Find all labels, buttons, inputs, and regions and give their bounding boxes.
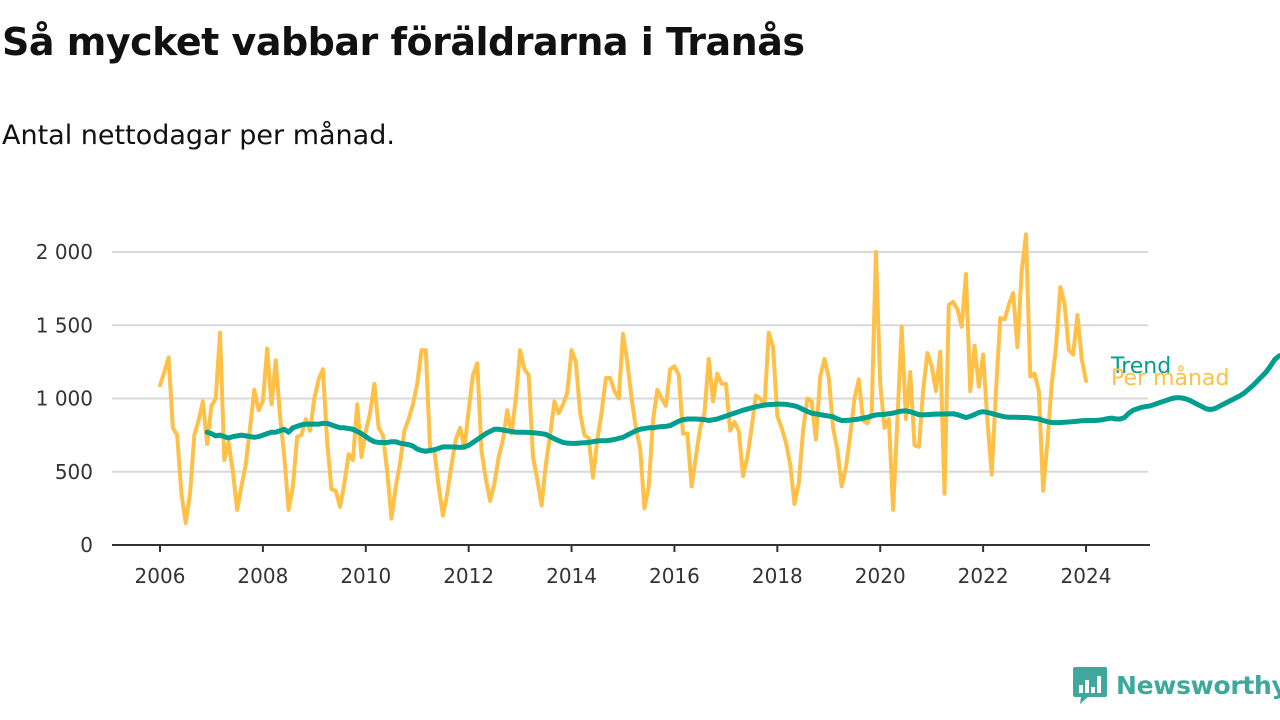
brand-logo[interactable]: Newsworthy: [1072, 665, 1280, 705]
x-tick-label: 2010: [340, 564, 391, 588]
x-tick-label: 2006: [135, 564, 186, 588]
x-tick-label: 2016: [649, 564, 700, 588]
y-tick-label: 2 000: [36, 240, 93, 264]
x-tick-label: 2008: [237, 564, 288, 588]
y-tick-label: 1 000: [36, 387, 93, 411]
x-tick-label: 2024: [1061, 564, 1112, 588]
trend-line: [204, 353, 1280, 454]
brand-name: Newsworthy: [1116, 670, 1280, 700]
series-layer: [158, 232, 1280, 526]
newsworthy-logo-icon: [1073, 667, 1107, 704]
x-tick-label: 2020: [855, 564, 906, 588]
x-tick-label: 2014: [546, 564, 597, 588]
x-tick-label: 2018: [752, 564, 803, 588]
x-axis: 2006 2008 2010 2012 2014 2016 2018 2020 2022 2024: [112, 544, 1150, 588]
x-tick-label: 2022: [958, 564, 1009, 588]
chart-subtitle: Antal nettodagar per månad.: [2, 120, 395, 151]
y-tick-label: 500: [55, 460, 93, 484]
y-axis-ticks: 0 500 1 000 1 500 2 000: [36, 240, 93, 557]
y-tick-label: 1 500: [36, 313, 93, 337]
chart-title: Så mycket vabbar föräldrarna i Tranås: [2, 20, 805, 64]
legend-label-monthly: Per månad: [1111, 365, 1229, 391]
legend-label-trend: Trend: [1110, 354, 1171, 379]
y-tick-label: 0: [80, 533, 93, 557]
monthly-line: [158, 232, 1088, 526]
x-tick-label: 2012: [443, 564, 494, 588]
